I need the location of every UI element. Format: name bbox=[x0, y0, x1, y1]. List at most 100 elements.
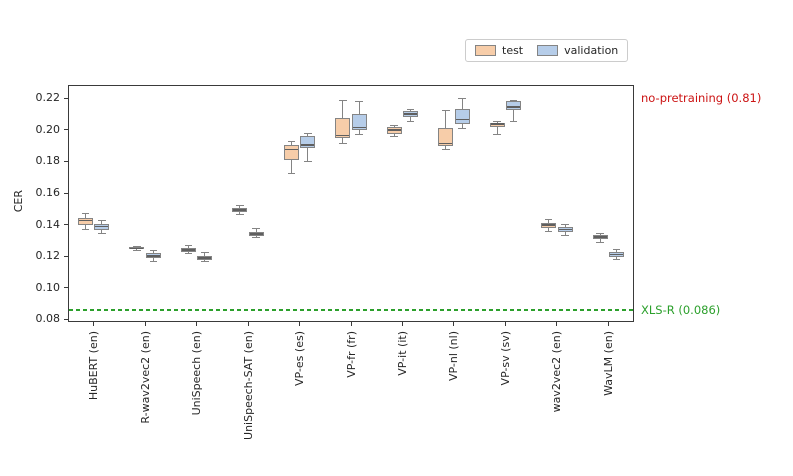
legend: test validation bbox=[465, 39, 629, 62]
x-tick-label: VP-fr (fr) bbox=[344, 331, 358, 378]
y-tick-label: 0.08 bbox=[35, 312, 61, 326]
boxplot-validation-1-lower-cap bbox=[98, 232, 106, 234]
boxplot-test-4-upper-cap bbox=[236, 205, 244, 207]
boxplot-validation-7-median bbox=[404, 113, 418, 115]
boxplot-validation-2-median bbox=[146, 255, 160, 257]
boxplot-validation-11-median bbox=[609, 253, 623, 256]
boxplot-test-11-lower-whisker bbox=[599, 239, 601, 243]
boxplot-test-2-upper-cap bbox=[133, 245, 141, 247]
boxplot-validation-5-box bbox=[300, 136, 316, 148]
boxplot-validation-3-median bbox=[198, 257, 212, 259]
x-tick-label: VP-sv (sv) bbox=[498, 331, 512, 386]
boxplot-validation-11-lower-cap bbox=[612, 258, 621, 260]
boxplot-test-6-median bbox=[336, 134, 350, 137]
boxplot-validation-8-box bbox=[454, 109, 470, 125]
y-tick-mark bbox=[64, 129, 68, 131]
boxplot-validation-10-upper-whisker bbox=[564, 224, 566, 227]
boxplot-test-7-median bbox=[387, 129, 401, 131]
legend-label-validation: validation bbox=[564, 44, 619, 57]
boxplot-test-6-upper-cap bbox=[339, 99, 347, 101]
x-tick-label: VP-nl (nl) bbox=[447, 331, 461, 382]
boxplot-validation-9-lower-whisker bbox=[513, 110, 515, 122]
boxplot-validation-6-upper-cap bbox=[355, 100, 363, 102]
boxplot-validation-4-upper-whisker bbox=[255, 228, 257, 232]
no-pretraining-annotation: no-pretraining (0.81) bbox=[641, 91, 762, 105]
x-tick-mark bbox=[196, 322, 198, 326]
boxplot-test-8-upper-cap bbox=[441, 110, 450, 112]
boxplot-test-7-lower-cap bbox=[390, 136, 399, 138]
y-tick-mark bbox=[64, 318, 68, 320]
boxplot-validation-2-lower-cap bbox=[149, 260, 158, 262]
boxplot-validation-8-lower-cap bbox=[458, 127, 466, 129]
boxplot-validation-7-lower-whisker bbox=[410, 116, 412, 122]
boxplot-test-10-lower-whisker bbox=[548, 228, 550, 232]
x-tick-label: WavLM (en) bbox=[601, 331, 615, 396]
y-tick-label: 0.18 bbox=[35, 154, 61, 168]
x-tick-label: VP-es (es) bbox=[293, 331, 307, 386]
boxplot-validation-5-median bbox=[301, 144, 315, 146]
legend-label-test: test bbox=[502, 44, 524, 57]
y-tick-label: 0.16 bbox=[35, 186, 61, 200]
boxplot-validation-1-lower-whisker bbox=[101, 230, 103, 234]
boxplot-test-8-lower-whisker bbox=[445, 145, 447, 150]
boxplot-validation-2-upper-whisker bbox=[152, 250, 154, 254]
boxplot-test-1-upper-cap bbox=[81, 213, 90, 215]
boxplot-validation-11-upper-whisker bbox=[615, 249, 617, 253]
boxplot-validation-3-upper-whisker bbox=[204, 252, 206, 256]
x-tick-mark bbox=[401, 322, 403, 326]
x-tick-label: VP-it (it) bbox=[395, 331, 409, 376]
boxplot-test-7-box bbox=[386, 127, 402, 135]
boxplot-test-5-upper-whisker bbox=[290, 141, 292, 146]
boxplot-validation-9-median bbox=[507, 106, 521, 108]
boxplot-test-1-lower-whisker bbox=[85, 224, 87, 230]
boxplot-test-10-lower-cap bbox=[544, 231, 553, 233]
boxplot-test-4-median bbox=[233, 209, 247, 211]
boxplot-validation-5-lower-cap bbox=[303, 160, 312, 162]
boxplot-validation-9-box bbox=[506, 100, 522, 111]
boxplot-test-7-upper-whisker bbox=[393, 125, 395, 128]
boxplot-test-1-upper-whisker bbox=[85, 213, 87, 218]
x-tick-label: wav2vec2 (en) bbox=[550, 331, 564, 413]
boxplot-validation-1-median bbox=[95, 225, 109, 228]
boxplot-test-5-upper-cap bbox=[287, 141, 296, 143]
boxplot-validation-5-lower-whisker bbox=[307, 147, 309, 162]
boxplot-test-4-lower-cap bbox=[236, 213, 244, 215]
legend-item-validation: validation bbox=[537, 44, 618, 57]
x-tick-mark bbox=[93, 322, 95, 326]
boxplot-validation-3-lower-cap bbox=[201, 261, 209, 263]
boxplot-validation-10-median bbox=[558, 228, 572, 230]
boxplot-test-11-median bbox=[593, 236, 607, 238]
boxplot-test-3-upper-whisker bbox=[187, 245, 189, 249]
boxplot-test-8-upper-whisker bbox=[445, 110, 447, 128]
x-tick-label: HuBERT (en) bbox=[87, 331, 101, 401]
boxplot-test-3-lower-cap bbox=[184, 253, 193, 255]
boxplot-validation-11-lower-whisker bbox=[615, 256, 617, 260]
boxplot-validation-4-lower-cap bbox=[252, 237, 261, 239]
boxplot-validation-2-lower-whisker bbox=[152, 258, 154, 261]
boxplot-validation-6-lower-whisker bbox=[358, 129, 360, 135]
boxplot-validation-6-upper-whisker bbox=[358, 101, 360, 115]
boxplot-test-10-upper-cap bbox=[544, 218, 553, 220]
y-tick-label: 0.22 bbox=[35, 91, 61, 105]
boxplot-test-3-median bbox=[181, 249, 195, 251]
boxplot-validation-8-lower-whisker bbox=[461, 124, 463, 129]
xlsr-reference-line bbox=[69, 308, 633, 311]
x-tick-label: UniSpeech (en) bbox=[190, 331, 204, 416]
boxplot-test-11-upper-cap bbox=[596, 233, 604, 235]
boxplot-test-7-lower-whisker bbox=[393, 134, 395, 137]
boxplot-validation-7-upper-whisker bbox=[410, 109, 412, 112]
x-tick-label: UniSpeech-SAT (en) bbox=[241, 331, 255, 440]
x-tick-mark bbox=[453, 322, 455, 326]
boxplot-test-3-lower-whisker bbox=[187, 252, 189, 254]
legend-item-test: test bbox=[475, 44, 523, 57]
boxplot-validation-5-upper-whisker bbox=[307, 133, 309, 137]
boxplot-test-9-median bbox=[490, 123, 504, 125]
y-tick-label: 0.14 bbox=[35, 217, 61, 231]
boxplot-validation-3-lower-whisker bbox=[204, 259, 206, 262]
boxplot-validation-1-upper-whisker bbox=[101, 220, 103, 224]
boxplot-test-10-median bbox=[542, 224, 556, 226]
boxplot-validation-10-lower-whisker bbox=[564, 232, 566, 236]
boxplot-test-2-lower-cap bbox=[133, 250, 141, 252]
boxplot-validation-5-upper-cap bbox=[303, 133, 312, 135]
boxplot-test-5-box bbox=[283, 145, 299, 160]
